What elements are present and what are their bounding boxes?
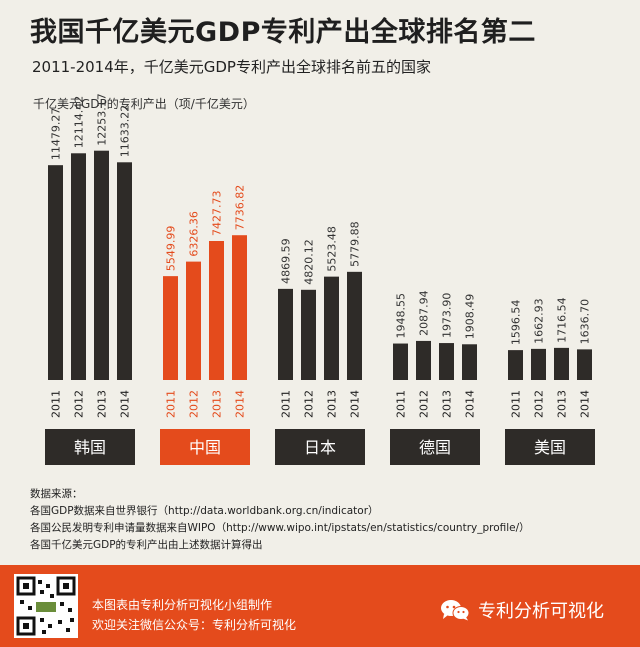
bar xyxy=(462,344,477,380)
bar xyxy=(163,276,178,380)
data-label: 1662.93 xyxy=(533,298,546,344)
bar xyxy=(278,288,293,380)
data-label: 1948.55 xyxy=(395,293,408,339)
bar xyxy=(439,343,454,380)
x-tick-label: 2014 xyxy=(464,390,477,418)
bar xyxy=(324,276,339,380)
data-label: 1636.70 xyxy=(579,299,592,345)
bar xyxy=(347,271,362,380)
data-label: 1716.54 xyxy=(556,297,569,343)
bar xyxy=(531,348,546,380)
x-tick-label: 2012 xyxy=(303,390,316,418)
data-label: 12253.17 xyxy=(96,93,109,146)
data-label: 5523.48 xyxy=(326,226,339,272)
brand: 专利分析可视化 xyxy=(440,597,604,623)
data-label: 7427.73 xyxy=(211,190,224,236)
country-label: 美国 xyxy=(534,438,566,457)
bar xyxy=(301,289,316,380)
chart-title: 我国千亿美元GDP专利产出全球排名第二 xyxy=(30,17,536,48)
country-badge xyxy=(390,429,480,465)
x-tick-label: 2012 xyxy=(188,390,201,418)
country-badge xyxy=(275,429,365,465)
bar xyxy=(416,340,431,380)
data-label: 11479.27 xyxy=(50,108,63,161)
sources-heading: 数据来源： xyxy=(30,488,83,500)
x-tick-label: 2012 xyxy=(418,390,431,418)
footer-line-2: 欢迎关注微信公众号：专利分析可视化 xyxy=(92,618,297,632)
country-label: 日本 xyxy=(304,438,336,457)
data-label: 5779.88 xyxy=(349,221,362,267)
bar xyxy=(209,240,224,380)
x-tick-label: 2013 xyxy=(326,390,339,418)
data-sources: 数据来源： 各国GDP数据来自世界银行（http://data.worldban… xyxy=(30,486,530,554)
x-tick-label: 2011 xyxy=(395,390,408,418)
data-label: 1596.54 xyxy=(510,300,523,346)
data-label: 6326.36 xyxy=(188,211,201,257)
country-label: 德国 xyxy=(419,438,451,457)
data-label: 1908.49 xyxy=(464,294,477,340)
source-line-2: 各国公民发明专利申请量数据来自WIPO（http://www.wipo.int/… xyxy=(30,522,530,534)
data-label: 7736.82 xyxy=(234,185,247,231)
x-tick-label: 2014 xyxy=(349,390,362,418)
bar xyxy=(393,343,408,380)
data-label: 12114.42 xyxy=(73,96,86,149)
x-tick-label: 2013 xyxy=(96,390,109,418)
x-tick-label: 2011 xyxy=(280,390,293,418)
x-tick-label: 2014 xyxy=(579,390,592,418)
bar xyxy=(554,347,569,380)
source-line-3: 各国千亿美元GDP的专利产出由上述数据计算得出 xyxy=(30,539,263,551)
y-axis-label: 千亿美元GDP的专利产出（项/千亿美元） xyxy=(33,97,255,111)
data-label: 4869.59 xyxy=(280,238,293,284)
country-label: 中国 xyxy=(189,438,221,457)
footer-banner: 本图表由专利分析可视化小组制作 欢迎关注微信公众号：专利分析可视化 专利分析可视… xyxy=(0,565,640,647)
x-tick-label: 2012 xyxy=(533,390,546,418)
footer-text: 本图表由专利分析可视化小组制作 欢迎关注微信公众号：专利分析可视化 xyxy=(92,595,296,635)
source-line-1: 各国GDP数据来自世界银行（http://data.worldbank.org.… xyxy=(30,505,379,517)
bar xyxy=(94,150,109,380)
data-label: 2087.94 xyxy=(418,290,431,336)
qr-code-icon xyxy=(14,574,78,638)
bar xyxy=(232,235,247,380)
country-badge xyxy=(45,429,135,465)
country-label: 韩国 xyxy=(74,438,106,457)
bar xyxy=(186,261,201,380)
data-label: 5549.99 xyxy=(165,226,178,272)
data-label: 11633.22 xyxy=(119,105,132,158)
bar xyxy=(577,349,592,380)
x-tick-label: 2014 xyxy=(234,390,247,418)
x-tick-label: 2011 xyxy=(165,390,178,418)
x-tick-label: 2012 xyxy=(73,390,86,418)
x-tick-label: 2014 xyxy=(119,390,132,418)
wechat-icon xyxy=(441,600,470,621)
bar xyxy=(48,165,63,380)
chart-subtitle: 2011-2014年，千亿美元GDP专利产出全球排名前五的国家 xyxy=(32,58,431,76)
bar xyxy=(117,162,132,380)
x-tick-label: 2011 xyxy=(510,390,523,418)
footer-line-1: 本图表由专利分析可视化小组制作 xyxy=(92,598,273,612)
brand-name: 专利分析可视化 xyxy=(478,601,604,622)
country-badge xyxy=(505,429,595,465)
x-tick-label: 2013 xyxy=(211,390,224,418)
data-label: 4820.12 xyxy=(303,239,316,285)
data-label: 1973.90 xyxy=(441,293,454,339)
x-tick-label: 2013 xyxy=(556,390,569,418)
bar-chart: 11479.27 2011 12114.42 2012 12253.17 2013 1163… xyxy=(45,93,595,465)
country-badge xyxy=(160,429,250,465)
x-tick-label: 2013 xyxy=(441,390,454,418)
bar xyxy=(71,153,86,380)
x-tick-label: 2011 xyxy=(50,390,63,418)
bar xyxy=(508,350,523,380)
